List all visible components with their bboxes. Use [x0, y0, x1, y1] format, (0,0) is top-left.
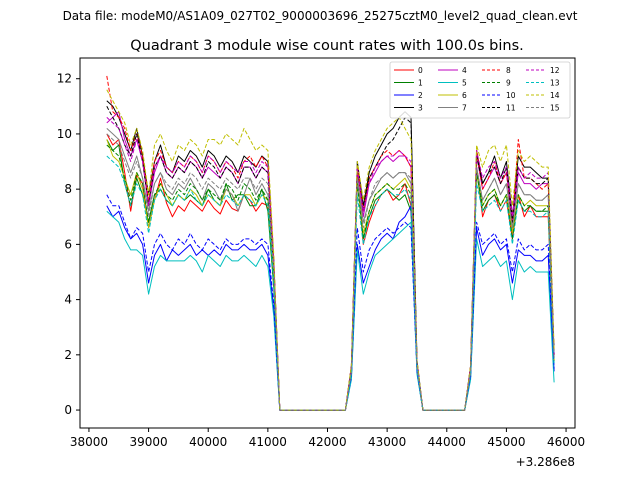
legend-label-10: 10	[506, 91, 516, 100]
series-line-10	[106, 194, 555, 411]
x-offset-label: +3.286e8	[516, 455, 575, 469]
y-tick-label: 12	[57, 72, 72, 86]
legend-label-13: 13	[550, 79, 560, 88]
x-tick-label: 40000	[189, 435, 227, 449]
legend-label-0: 0	[418, 66, 423, 75]
legend-label-9: 9	[506, 79, 511, 88]
x-tick-label: 41000	[249, 435, 287, 449]
y-tick-label: 6	[64, 237, 72, 251]
series-line-14	[106, 89, 555, 411]
x-tick-label: 39000	[129, 435, 167, 449]
legend-label-14: 14	[550, 91, 560, 100]
y-tick-label: 2	[64, 348, 72, 362]
y-axis: 0 2 4 6 8 10 12	[57, 72, 80, 417]
x-tick-label: 45000	[487, 435, 525, 449]
x-tick-label: 46000	[547, 435, 585, 449]
legend-label-8: 8	[506, 66, 511, 75]
y-tick-label: 10	[57, 127, 72, 141]
chart-title: Quadrant 3 module wise count rates with …	[130, 38, 524, 54]
x-axis: 38000 39000 40000 41000 42000 43000 44000 45000…	[70, 428, 585, 449]
legend-box	[389, 61, 571, 119]
figure-suptitle: Data file: modeM0/AS1A09_027T02_90000036…	[63, 9, 578, 23]
legend-label-15: 15	[550, 104, 560, 113]
legend-label-12: 12	[550, 66, 560, 75]
x-tick-label: 38000	[70, 435, 108, 449]
y-tick-label: 4	[64, 293, 72, 307]
legend-label-3: 3	[418, 104, 423, 113]
y-tick-label: 0	[64, 403, 72, 417]
legend-label-4: 4	[462, 66, 467, 75]
legend-label-7: 7	[462, 104, 467, 113]
legend-label-11: 11	[506, 104, 516, 113]
y-tick-label: 8	[64, 182, 72, 196]
series-layer	[106, 75, 555, 411]
legend-label-6: 6	[462, 91, 467, 100]
plot-area	[80, 58, 575, 428]
x-tick-label: 44000	[428, 435, 466, 449]
x-tick-label: 43000	[368, 435, 406, 449]
x-tick-label: 42000	[308, 435, 346, 449]
legend-label-2: 2	[418, 91, 423, 100]
legend-label-5: 5	[462, 79, 467, 88]
legend-label-1: 1	[418, 79, 423, 88]
